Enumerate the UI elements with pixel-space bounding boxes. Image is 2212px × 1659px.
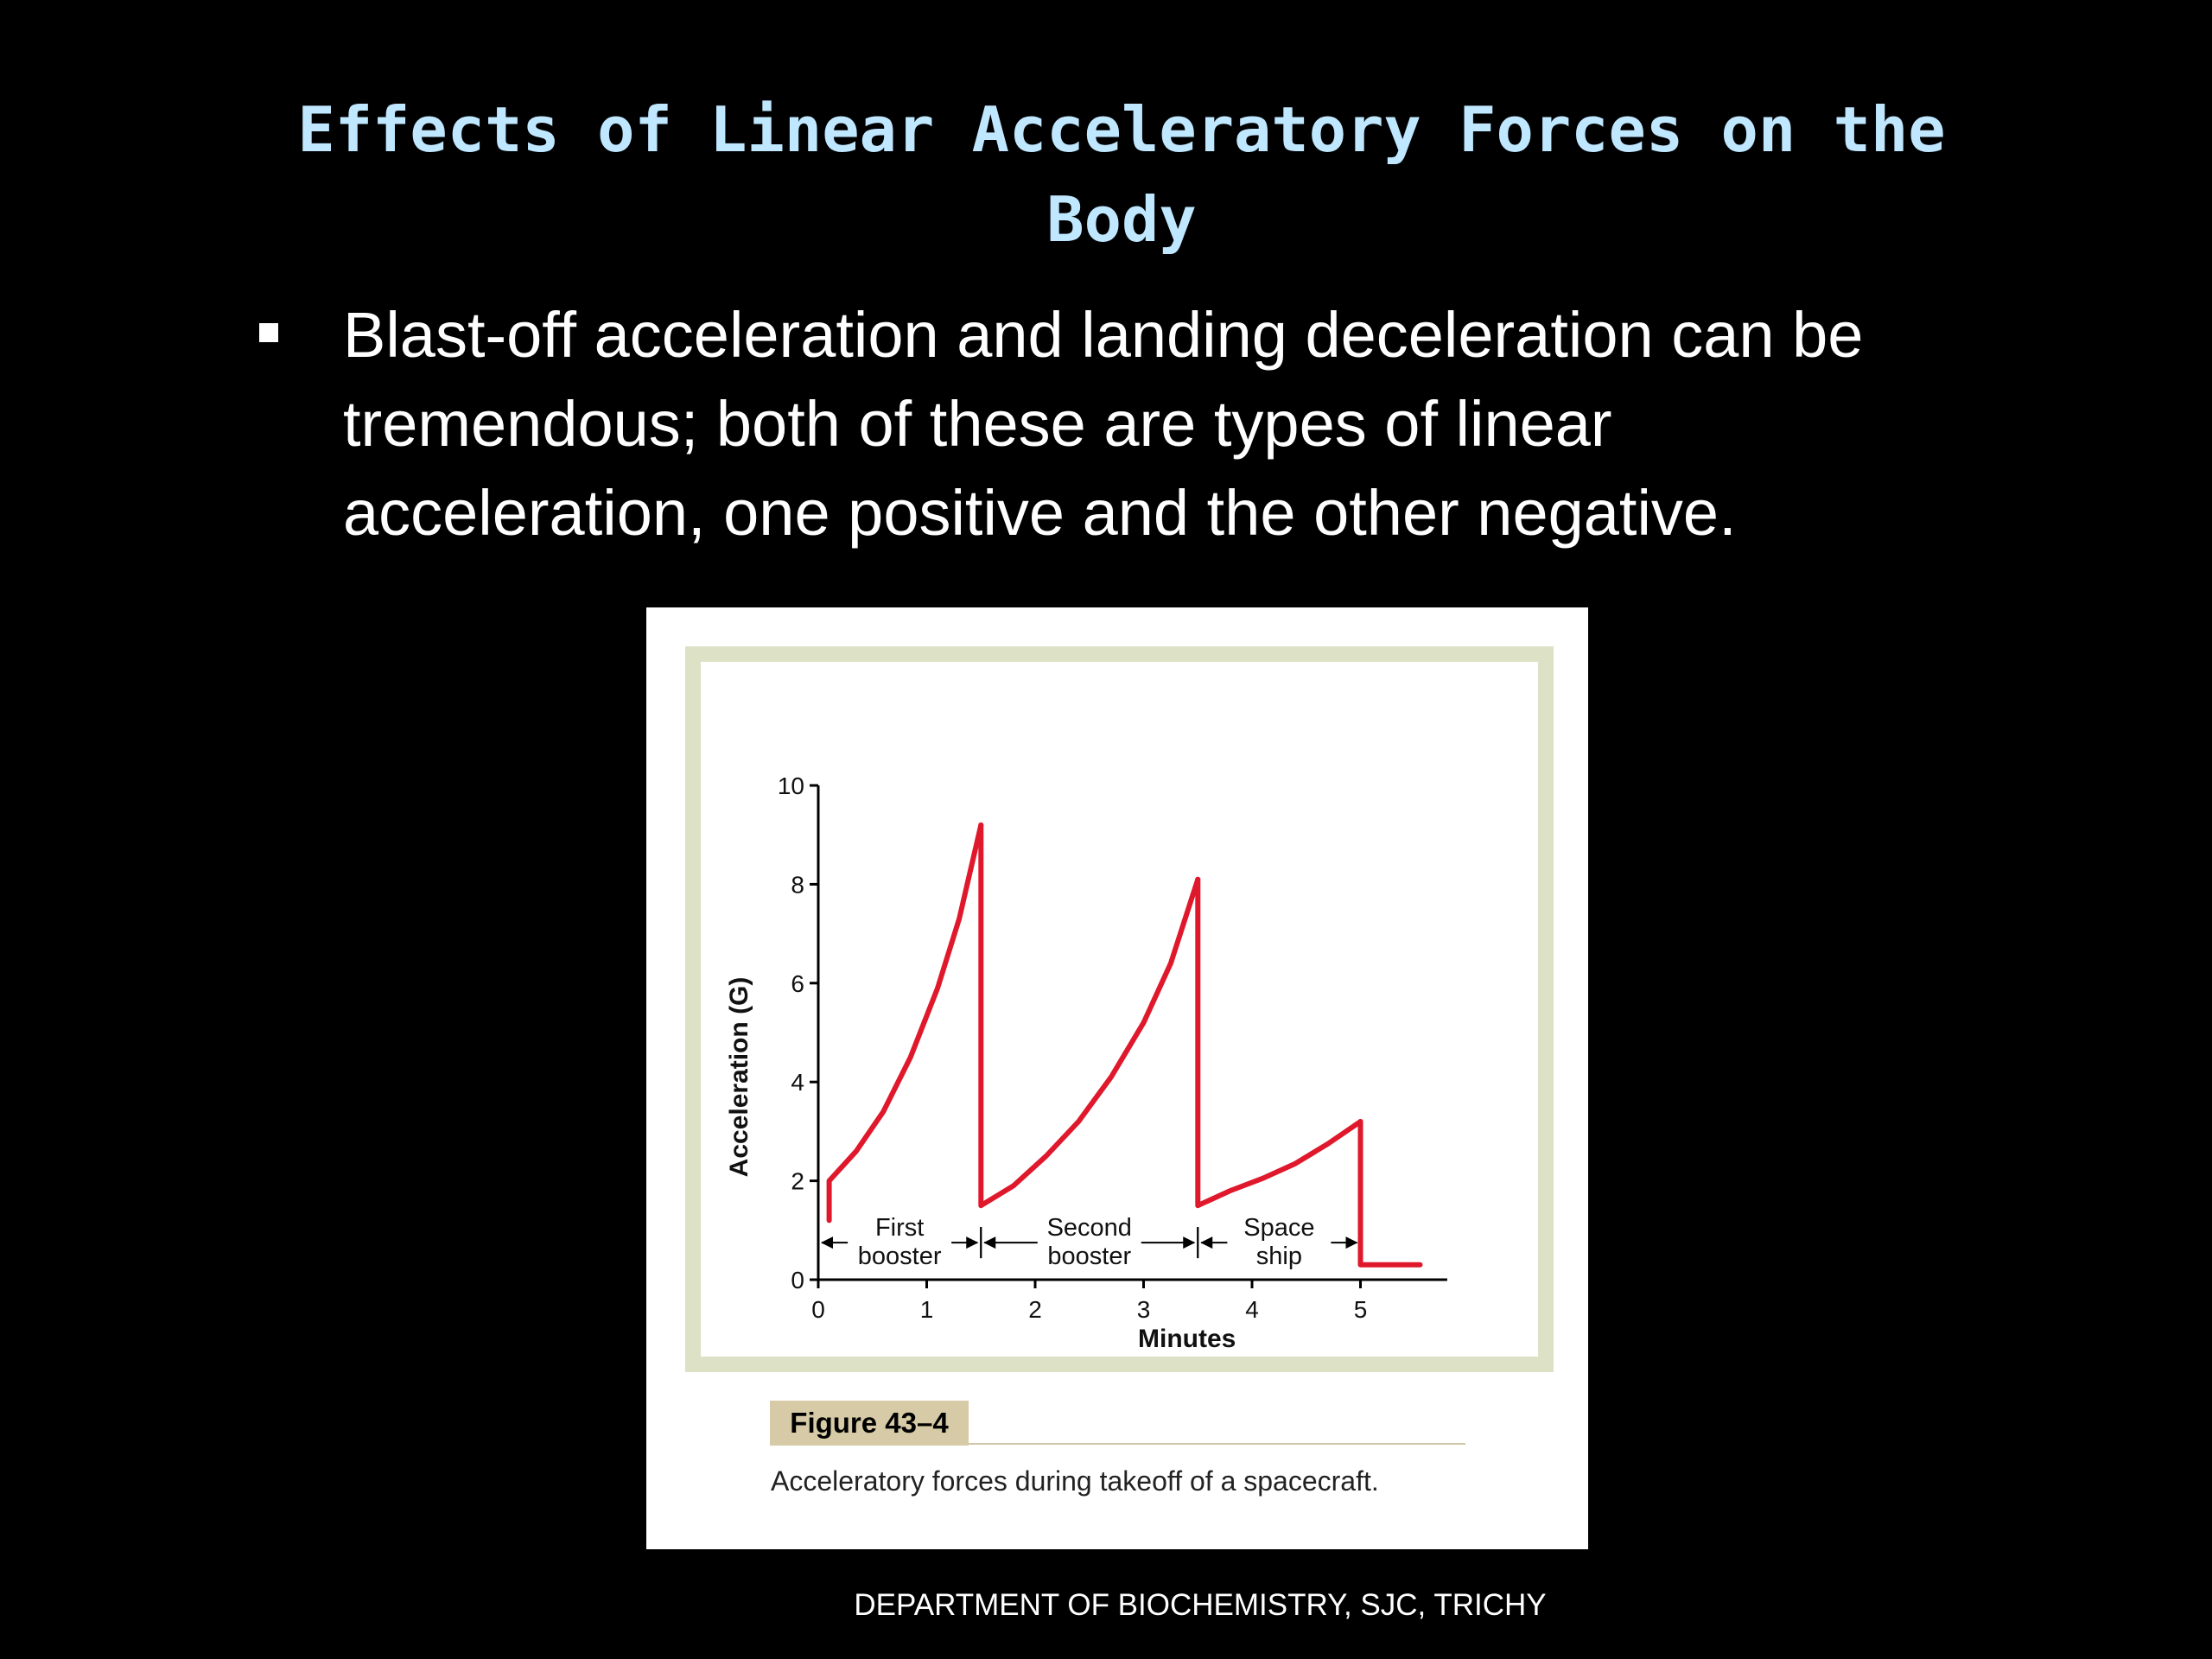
arrowhead-left-icon xyxy=(983,1236,996,1249)
x-axis-title: Minutes xyxy=(1138,1325,1236,1353)
y-tick-label: 8 xyxy=(791,871,804,898)
bullet-text: Blast-off acceleration and landing decel… xyxy=(343,299,1864,549)
y-tick-label: 2 xyxy=(791,1168,804,1195)
x-tick-label: 4 xyxy=(1245,1296,1259,1323)
y-tick-label: 4 xyxy=(791,1069,804,1096)
slide-footer: DEPARTMENT OF BIOCHEMISTRY, SJC, TRICHY xyxy=(854,1588,1547,1622)
x-tick-label: 2 xyxy=(1028,1296,1042,1323)
bullet-square-icon xyxy=(259,323,278,342)
acceleration-line-segment-3 xyxy=(1195,876,1363,1209)
phase-label-bg xyxy=(1227,1210,1332,1271)
arrowhead-right-icon xyxy=(1345,1236,1358,1249)
x-tick-label: 1 xyxy=(920,1296,934,1323)
caption-divider xyxy=(969,1443,1465,1445)
phase-label-line2: booster xyxy=(1047,1243,1131,1270)
y-tick-label: 10 xyxy=(778,772,804,799)
phase-label-line1: Second xyxy=(1047,1214,1132,1242)
acceleration-line-segment-2 xyxy=(978,822,1201,1209)
arrowhead-left-icon xyxy=(1200,1236,1213,1249)
x-tick-label: 5 xyxy=(1354,1296,1368,1323)
figure-caption: Acceleratory forces during takeoff of a … xyxy=(771,1465,1379,1497)
acceleration-line-segment-4 xyxy=(1357,1119,1423,1268)
x-tick-label: 0 xyxy=(811,1296,825,1323)
phase-label-line2: booster xyxy=(858,1243,942,1270)
y-axis-title: Acceleration (G) xyxy=(725,977,753,1178)
figure-label: Figure 43–4 xyxy=(770,1401,969,1446)
phase-label-bg xyxy=(848,1210,952,1271)
arrowhead-right-icon xyxy=(1183,1236,1196,1249)
y-tick-label: 6 xyxy=(791,970,804,997)
arrowhead-left-icon xyxy=(821,1236,833,1249)
slide-title: Effects of Linear Acceleratory Forces on… xyxy=(297,93,1946,256)
phase-label-line1: Space xyxy=(1243,1214,1314,1242)
phase-label-bg xyxy=(1037,1210,1141,1271)
acceleration-line-segment-1 xyxy=(826,822,984,1224)
phase-label-line2: ship xyxy=(1256,1243,1302,1270)
x-tick-label: 3 xyxy=(1137,1296,1151,1323)
y-tick-label: 0 xyxy=(791,1267,804,1294)
arrowhead-right-icon xyxy=(966,1236,979,1249)
phase-label-line1: First xyxy=(875,1214,924,1242)
